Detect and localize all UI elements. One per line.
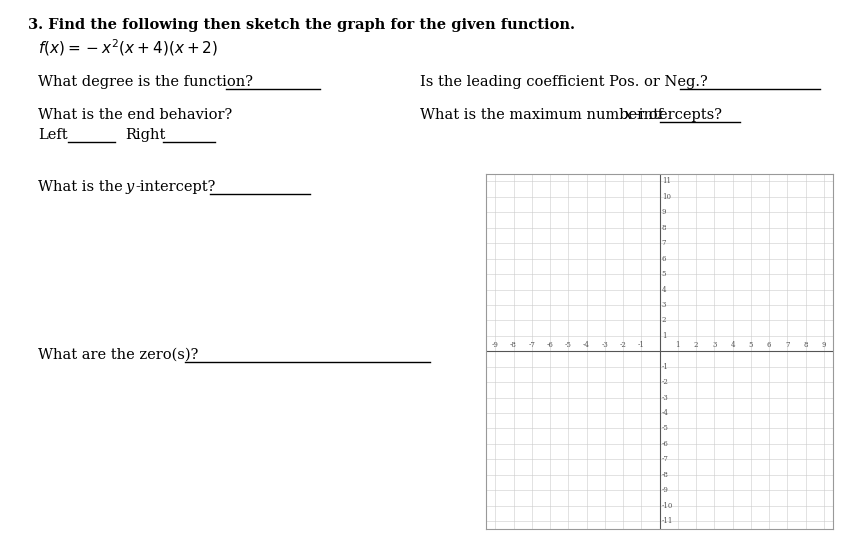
Text: -9: -9: [662, 486, 669, 494]
Text: -7: -7: [662, 455, 669, 464]
Text: -8: -8: [662, 471, 669, 479]
Text: 1: 1: [676, 341, 680, 350]
Text: 8: 8: [662, 224, 666, 232]
Text: Is the leading coefficient Pos. or Neg.?: Is the leading coefficient Pos. or Neg.?: [420, 75, 708, 89]
Text: -6: -6: [662, 440, 669, 448]
Text: What degree is the function?: What degree is the function?: [38, 75, 253, 89]
Text: 3: 3: [662, 301, 666, 309]
Text: -intercept?: -intercept?: [135, 180, 215, 194]
Text: 9: 9: [822, 341, 826, 350]
Text: -6: -6: [547, 341, 553, 350]
Text: 4: 4: [662, 286, 666, 294]
Text: -2: -2: [620, 341, 626, 350]
Text: -5: -5: [565, 341, 572, 350]
Text: -10: -10: [662, 501, 673, 510]
Text: 6: 6: [767, 341, 771, 350]
Text: 8: 8: [803, 341, 808, 350]
Text: 1: 1: [662, 332, 666, 340]
Text: -11: -11: [662, 517, 673, 525]
Text: -2: -2: [662, 378, 669, 386]
Text: 2: 2: [694, 341, 699, 350]
Text: -1: -1: [662, 363, 669, 370]
Text: What is the maximum number of: What is the maximum number of: [420, 108, 667, 122]
Text: 6: 6: [662, 255, 666, 262]
Text: -4: -4: [583, 341, 590, 350]
Text: 2: 2: [662, 316, 666, 324]
Text: 4: 4: [730, 341, 735, 350]
Text: -3: -3: [662, 393, 669, 402]
Text: 3: 3: [712, 341, 717, 350]
Text: -intercepts?: -intercepts?: [634, 108, 722, 122]
Text: 3. Find the following then sketch the graph for the given function.: 3. Find the following then sketch the gr…: [28, 18, 575, 32]
Text: $f(x) = -x^2(x + 4)(x+2)$: $f(x) = -x^2(x + 4)(x+2)$: [38, 37, 218, 58]
Text: -5: -5: [662, 425, 669, 432]
Text: 7: 7: [785, 341, 790, 350]
Text: y: y: [126, 180, 134, 194]
Text: -3: -3: [602, 341, 609, 350]
Text: What is the end behavior?: What is the end behavior?: [38, 108, 232, 122]
Text: -1: -1: [638, 341, 645, 350]
Text: 11: 11: [662, 178, 671, 185]
Text: What is the: What is the: [38, 180, 128, 194]
Text: -8: -8: [510, 341, 517, 350]
Text: Left: Left: [38, 128, 68, 142]
Text: 9: 9: [662, 208, 666, 216]
Text: 5: 5: [749, 341, 753, 350]
Text: 5: 5: [662, 270, 666, 278]
Text: -4: -4: [662, 409, 669, 417]
Text: Right: Right: [125, 128, 166, 142]
Text: What are the zero(s)?: What are the zero(s)?: [38, 348, 198, 362]
Text: -7: -7: [529, 341, 536, 350]
Text: -9: -9: [492, 341, 499, 350]
Text: 10: 10: [662, 193, 671, 201]
Text: 7: 7: [662, 239, 666, 247]
Text: x: x: [624, 108, 632, 122]
